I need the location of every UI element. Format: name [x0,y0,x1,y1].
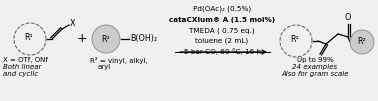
Text: and cyclic: and cyclic [3,71,38,77]
Text: cataCXium® A (1.5 mol%): cataCXium® A (1.5 mol%) [169,17,275,23]
Circle shape [92,25,120,53]
Text: toluene (2 mL): toluene (2 mL) [195,38,249,45]
Circle shape [350,30,374,54]
Text: +: + [77,33,87,45]
Text: R²: R² [358,37,366,46]
Text: B(OH)₂: B(OH)₂ [130,34,157,43]
Text: 24 examples: 24 examples [293,64,338,70]
Text: R¹: R¹ [291,35,299,45]
Text: Up to 99%: Up to 99% [297,57,333,63]
Text: R² = vinyl, alkyl,: R² = vinyl, alkyl, [90,57,148,64]
Text: X = OTf, ONf: X = OTf, ONf [3,57,48,63]
Text: X: X [70,19,76,28]
Text: Pd(OAc)₂ (0.5%): Pd(OAc)₂ (0.5%) [193,6,251,13]
Text: aryl: aryl [98,64,111,70]
Text: 5 bar CO, 60 °C, 16 h: 5 bar CO, 60 °C, 16 h [183,48,260,55]
Text: Also for gram scale: Also for gram scale [281,71,349,77]
Text: O: O [345,13,351,22]
Text: R¹: R¹ [25,34,33,43]
Text: R²: R² [102,35,110,44]
Text: TMEDA ( 0.75 eq.): TMEDA ( 0.75 eq.) [189,28,255,35]
Text: Both linear: Both linear [3,64,41,70]
